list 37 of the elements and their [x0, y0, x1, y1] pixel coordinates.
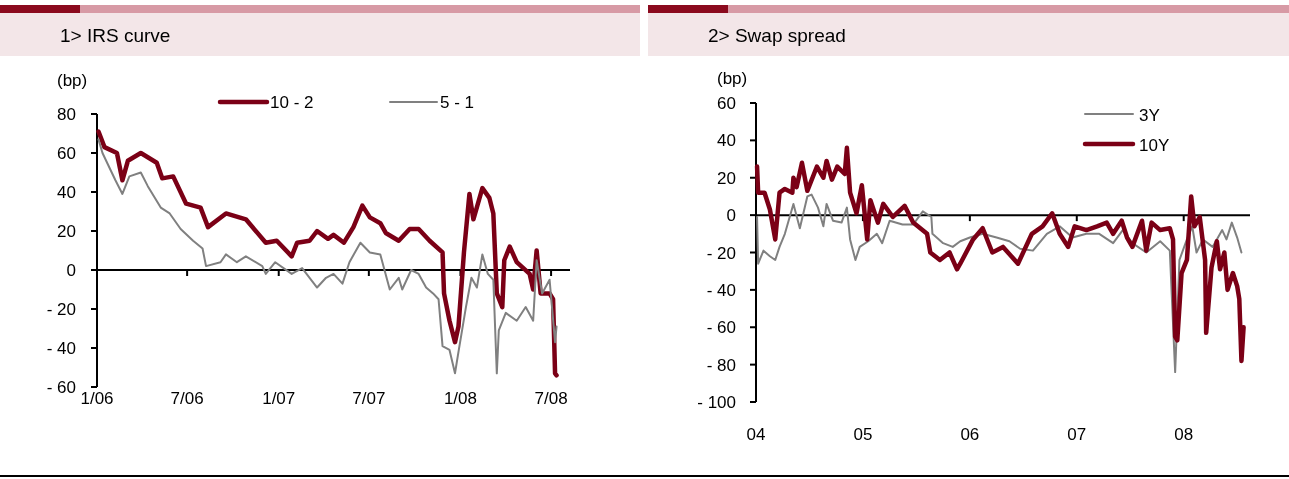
y-tick-label: - 20 [706, 243, 736, 263]
y-tick-label: 20 [717, 168, 736, 188]
line-series [756, 193, 1243, 374]
x-tick-label: 06 [960, 425, 980, 444]
y-tick-label: - 40 [706, 280, 736, 300]
y-tick-label: 80 [57, 105, 76, 124]
x-tick-label: 07 [1067, 425, 1087, 444]
chart-title: 1> IRS curve [60, 25, 171, 46]
y-tick-label: - 60 [706, 318, 736, 338]
y-tick-label: 60 [717, 94, 736, 113]
x-tick-label: 7/07 [352, 389, 386, 408]
y-tick-label: - 20 [46, 300, 76, 319]
y-tick-label: - 60 [46, 378, 76, 397]
x-tick-label: 08 [1174, 425, 1194, 444]
y-tick-label: 40 [57, 183, 76, 202]
y-axis-title: (bp) [717, 69, 748, 88]
x-tick-label: 1/07 [262, 389, 296, 408]
y-tick-label: 20 [57, 222, 76, 241]
x-tick-label: 7/06 [170, 389, 204, 408]
x-tick-label: 7/08 [534, 389, 568, 408]
y-tick-label: - 100 [697, 393, 736, 412]
y-tick-label: - 80 [706, 355, 736, 375]
y-tick-label: - 40 [46, 339, 76, 358]
y-tick-label: 0 [726, 206, 736, 226]
x-tick-label: 05 [853, 425, 873, 444]
y-tick-label: 0 [66, 261, 76, 280]
legend-label: 10 - 2 [270, 93, 314, 112]
legend-label: 3Y [1139, 106, 1160, 125]
x-tick-label: 1/08 [443, 389, 478, 408]
y-axis-title: (bp) [57, 71, 88, 90]
chart-title: 2> Swap spread [708, 25, 846, 46]
y-tick-label: 40 [717, 131, 736, 151]
legend-label: 10Y [1139, 136, 1170, 155]
x-tick-label: 1/06 [80, 389, 114, 408]
y-tick-label: 60 [57, 144, 76, 163]
x-tick-label: 04 [746, 425, 766, 444]
legend-label: 5 - 1 [440, 93, 475, 112]
